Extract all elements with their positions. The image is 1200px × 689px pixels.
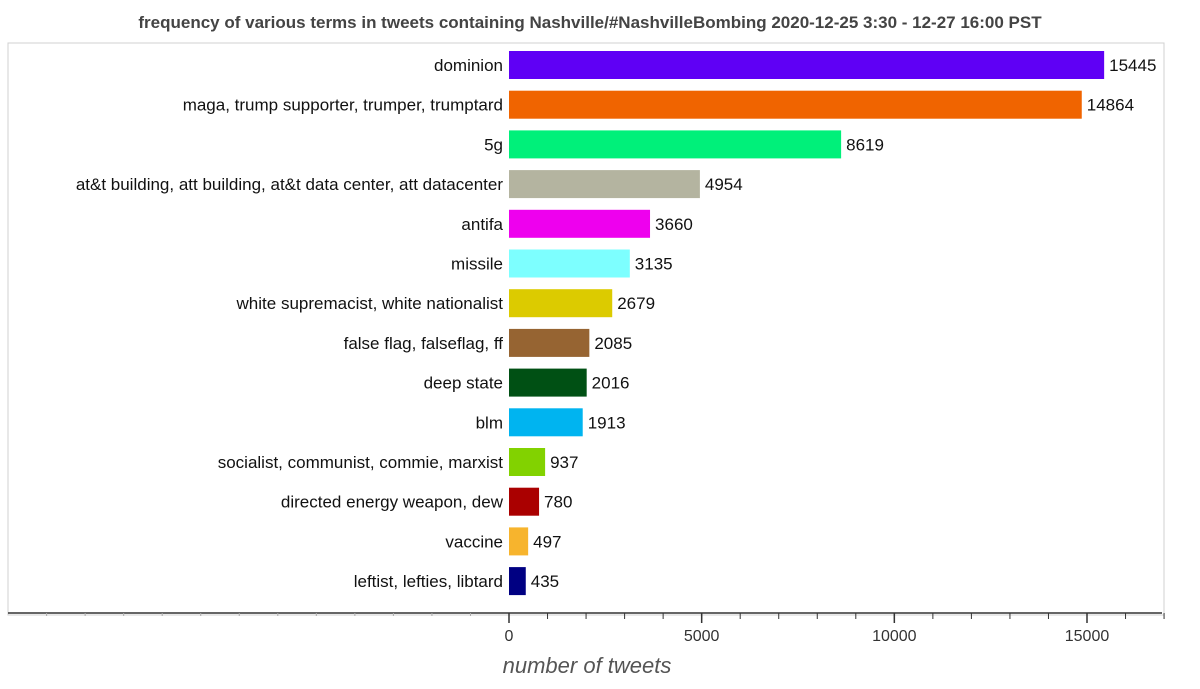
- bar: [509, 487, 540, 516]
- bar: [509, 170, 700, 199]
- category-label: white supremacist, white nationalist: [236, 294, 504, 313]
- value-label: 8619: [846, 135, 884, 154]
- category-label: 5g: [484, 135, 503, 154]
- x-axis: 0 5000 10000 15000: [8, 612, 1165, 645]
- value-label: 2016: [592, 374, 630, 393]
- value-label: 497: [533, 532, 561, 551]
- category-label: blm: [476, 413, 503, 432]
- value-label: 2679: [617, 294, 655, 313]
- value-label: 3135: [635, 255, 673, 274]
- category-label: antifa: [461, 215, 503, 234]
- value-label: 3660: [655, 215, 693, 234]
- bar: [509, 130, 842, 159]
- x-tick-label: 10000: [872, 628, 917, 645]
- bar: [509, 90, 1082, 119]
- category-label: deep state: [424, 374, 503, 393]
- chart-title: frequency of various terms in tweets con…: [138, 13, 1042, 32]
- category-label: maga, trump supporter, trumper, trumptar…: [183, 96, 503, 115]
- value-label: 780: [544, 493, 572, 512]
- category-label: leftist, lefties, libtard: [354, 572, 503, 591]
- bar: [509, 209, 651, 238]
- value-label: 2085: [594, 334, 632, 353]
- x-tick-label: 5000: [684, 628, 720, 645]
- category-label: vaccine: [445, 532, 503, 551]
- category-label: false flag, falseflag, ff: [344, 334, 504, 353]
- x-axis-label: number of tweets: [503, 653, 672, 678]
- category-label: missile: [451, 255, 503, 274]
- x-tick-label: 15000: [1065, 628, 1110, 645]
- value-label: 435: [531, 572, 559, 591]
- bar: [509, 567, 526, 596]
- bar: [509, 249, 630, 278]
- bar: [509, 408, 583, 437]
- bar: [509, 289, 613, 318]
- category-label: directed energy weapon, dew: [281, 493, 504, 512]
- value-label: 15445: [1109, 56, 1156, 75]
- x-tick-label: 0: [505, 628, 514, 645]
- category-label: dominion: [434, 56, 503, 75]
- bars-layer: dominion 15445 maga, trump supporter, trum…: [76, 51, 1156, 596]
- bar: [509, 448, 546, 476]
- value-label: 937: [550, 453, 578, 472]
- value-label: 14864: [1087, 96, 1134, 115]
- category-label: at&t building, att building, at&t data c…: [76, 175, 504, 194]
- category-label: socialist, communist, commie, marxist: [218, 453, 504, 472]
- value-label: 4954: [705, 175, 743, 194]
- bar: [509, 368, 587, 397]
- bar: [509, 328, 590, 357]
- value-label: 1913: [588, 413, 626, 432]
- bar: [509, 527, 529, 556]
- bar: [509, 51, 1105, 79]
